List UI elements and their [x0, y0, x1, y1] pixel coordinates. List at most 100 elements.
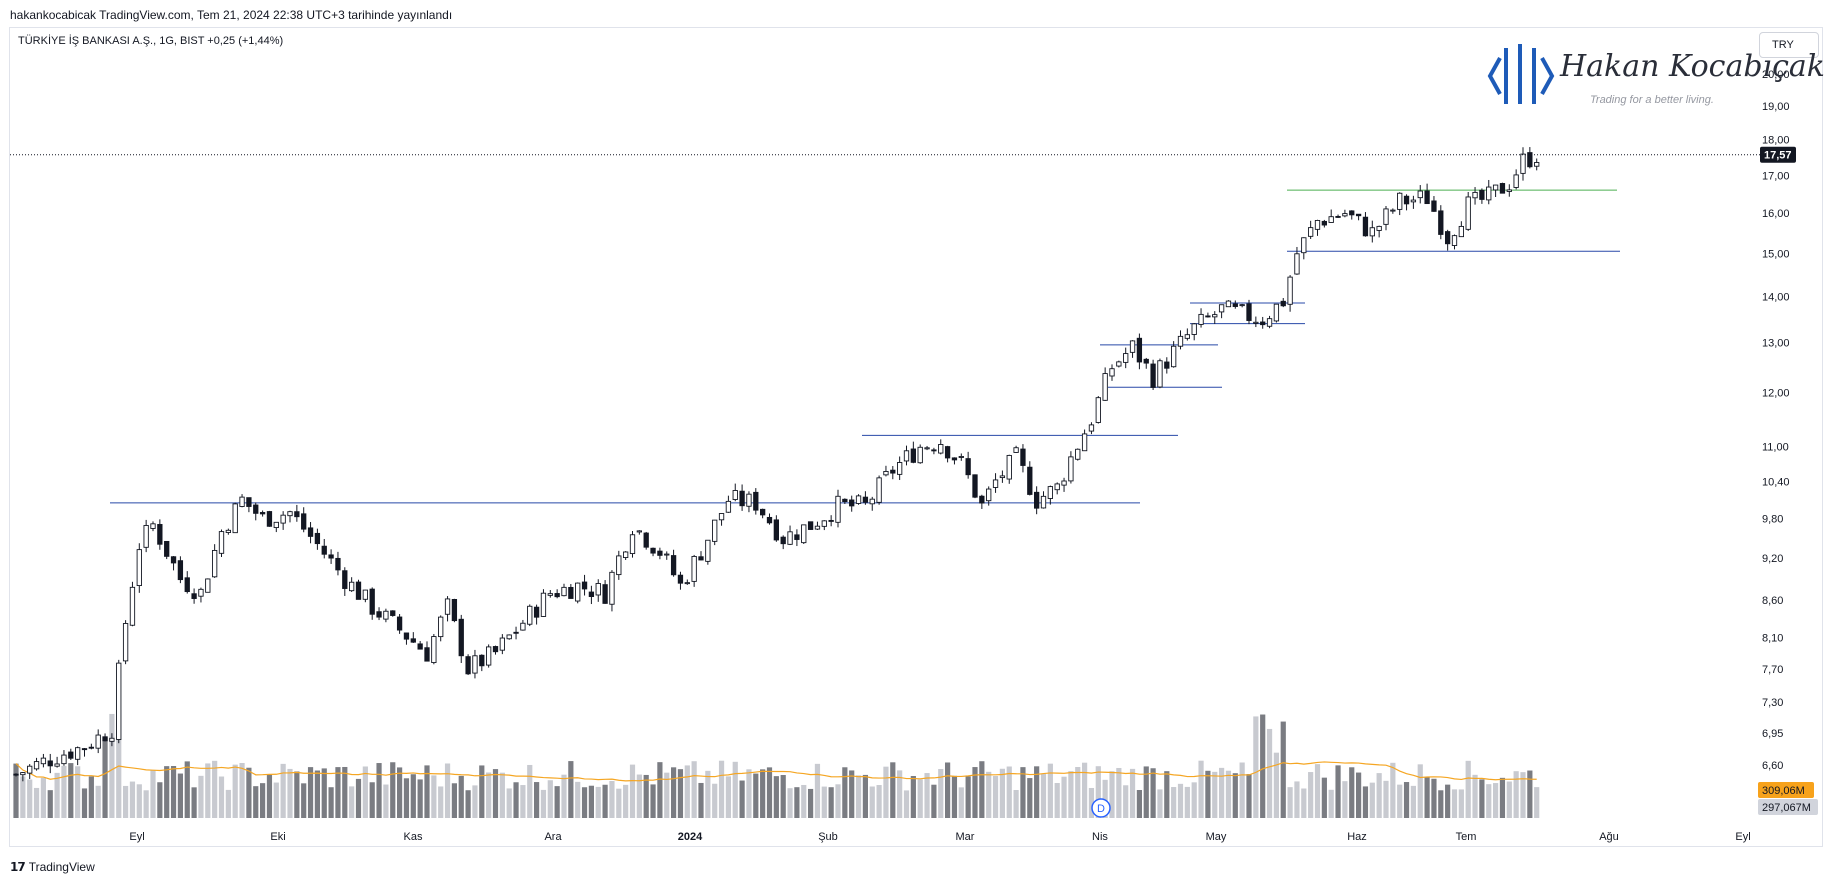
candle: [486, 644, 492, 668]
volume-bar: [677, 769, 684, 818]
dividend-event-marker[interactable]: D: [1091, 798, 1111, 818]
volume-bar: [1486, 784, 1492, 818]
candle: [1198, 308, 1204, 328]
candle: [417, 640, 423, 650]
volume-bar: [897, 770, 903, 818]
candle: [20, 771, 26, 782]
candle: [1020, 444, 1026, 473]
candle: [273, 521, 279, 533]
candle-body: [1438, 210, 1444, 235]
price-axis-tick-11: 9,80: [1762, 514, 1783, 526]
candle-body: [349, 581, 355, 592]
candle-body: [1499, 183, 1506, 194]
candle: [157, 519, 163, 550]
volume-bar: [225, 789, 231, 818]
volume-bar: [992, 775, 999, 818]
svg-text:D: D: [1097, 803, 1105, 815]
candle: [1164, 357, 1170, 374]
volume-bar: [1088, 787, 1095, 818]
svg-text:309,06M: 309,06M: [1762, 785, 1805, 797]
currency-selector[interactable]: TRY: [1759, 32, 1819, 58]
volume-bar: [903, 790, 910, 818]
candle: [575, 582, 581, 604]
volume-bar: [828, 787, 834, 818]
price-axis-tick-12: 9,20: [1762, 553, 1783, 565]
candle-body: [136, 549, 142, 587]
volume-bar: [1219, 767, 1225, 818]
candle-body: [246, 497, 252, 507]
candle: [1444, 229, 1451, 251]
candle: [965, 451, 971, 479]
candle-body: [814, 525, 821, 530]
candle: [1129, 340, 1136, 358]
volume-bar: [1013, 790, 1019, 818]
svg-text:Hakan Kocabıçak: Hakan Kocabıçak: [1559, 49, 1825, 84]
candle: [828, 515, 834, 527]
volume-bar: [986, 771, 992, 818]
candle-body: [650, 547, 656, 554]
candle: [547, 590, 553, 598]
volume-bar: [1308, 772, 1314, 818]
candle: [931, 447, 937, 455]
candle: [801, 524, 807, 545]
candle: [787, 525, 793, 546]
candle-body: [211, 549, 218, 578]
volume-bar: [362, 766, 368, 818]
candle-body: [1376, 225, 1382, 231]
volume-bar: [1082, 762, 1088, 818]
candle-body: [1136, 337, 1143, 363]
volume-bar: [520, 785, 526, 818]
footer-brand: 𝟭𝟳 TradingView: [10, 860, 95, 874]
candle: [1047, 485, 1054, 505]
candle-body: [184, 577, 190, 593]
candle-body: [910, 448, 917, 463]
candle-body: [438, 616, 444, 638]
candle: [1157, 358, 1163, 389]
candle: [951, 457, 958, 465]
volume-bar: [47, 790, 53, 818]
time-axis-tick-3: Ara: [544, 831, 562, 843]
candle-body: [259, 512, 266, 515]
volume-bar: [1109, 771, 1115, 818]
volume-bar: [527, 764, 533, 818]
symbol-legend[interactable]: TÜRKİYE İŞ BANKASI A.Ş., 1G, BIST +0,25 …: [18, 35, 284, 47]
candle-body: [451, 599, 458, 622]
volume-tag: 297,067M: [1758, 799, 1818, 815]
candle-body: [1102, 373, 1108, 401]
candle: [266, 510, 273, 527]
candle: [992, 473, 999, 493]
candle-body: [533, 606, 540, 618]
candle-body: [81, 748, 88, 751]
price-axis-tick-16: 7,30: [1762, 697, 1783, 709]
candle-body: [643, 532, 649, 548]
volume-bar: [1164, 771, 1170, 818]
time-axis-tick-6: Mar: [956, 831, 975, 843]
price-axis-tick-15: 7,70: [1762, 664, 1783, 676]
candle: [1088, 422, 1095, 435]
volume-bar: [1403, 782, 1410, 818]
candle: [1068, 451, 1074, 484]
volume-bar: [883, 766, 889, 818]
volume-bar: [780, 775, 786, 818]
candle-body: [129, 586, 136, 626]
candle-body: [568, 586, 574, 599]
volume-bar: [1328, 789, 1334, 818]
candle: [191, 588, 197, 604]
volume-bar: [1534, 787, 1540, 818]
candle: [1239, 303, 1245, 308]
volume-bar: [198, 775, 204, 818]
candle-body: [150, 523, 156, 529]
candle-body: [629, 534, 636, 555]
candle: [1027, 461, 1033, 496]
candle-body: [116, 662, 122, 740]
candle: [1397, 192, 1403, 216]
last-price-tag: 17,57: [1760, 146, 1796, 163]
volume-bar: [705, 770, 711, 818]
candle: [1294, 246, 1300, 275]
candle: [431, 633, 437, 665]
candle-body: [581, 581, 588, 590]
candle: [540, 589, 547, 617]
candle: [869, 496, 875, 511]
candle-body: [1150, 363, 1156, 388]
